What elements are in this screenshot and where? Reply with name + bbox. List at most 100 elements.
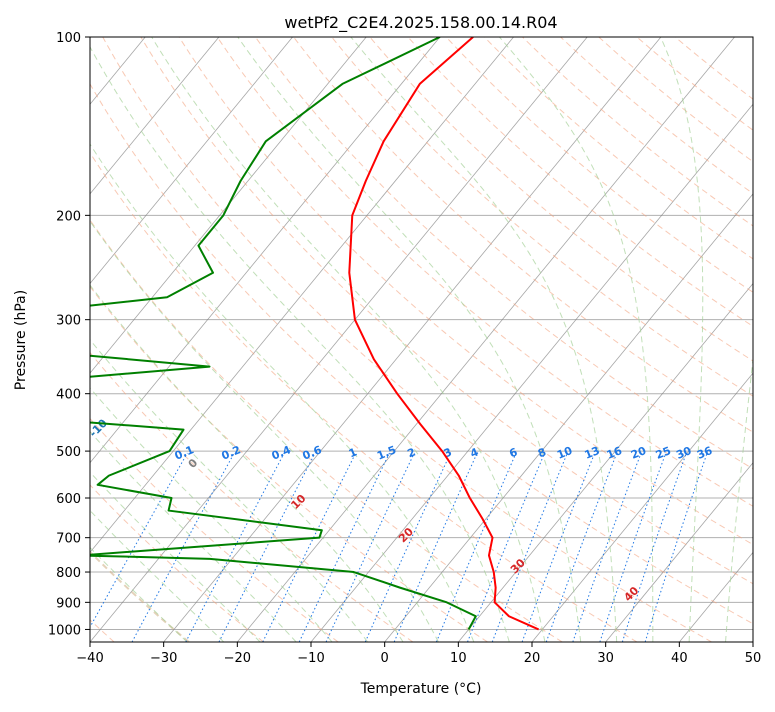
x-tick-label: −40: [76, 651, 103, 666]
moist-adiabat-line: [350, 37, 618, 642]
isotherm-line: [163, 37, 662, 642]
moist-adiabat-line: [90, 143, 475, 642]
x-axis-label: Temperature (°C): [360, 681, 482, 697]
dry-adiabat-line: [483, 37, 753, 260]
y-tick-label: 800: [56, 566, 81, 581]
mixing-ratio-label: 3: [442, 446, 454, 461]
dry-adiabat-line: [102, 37, 753, 625]
x-axis-ticks: −40 −30 −20 −10 0 10 20 30 40 50: [76, 642, 761, 666]
y-tick-label: 500: [56, 445, 81, 460]
dry-adiabat-line: [90, 285, 488, 642]
mixing-ratio-line: [599, 452, 667, 642]
mixing-ratio-label: 2: [405, 445, 417, 460]
x-tick-label: −30: [150, 651, 177, 666]
y-axis-label: Pressure (hPa): [13, 290, 29, 390]
isotherm-line: [90, 37, 293, 285]
isotherm-line: [90, 37, 367, 374]
mixing-ratio-label: 36: [695, 444, 714, 462]
mixing-ratio-line: [491, 452, 568, 642]
y-tick-label: 700: [56, 532, 81, 547]
isotherm-line: [90, 37, 441, 464]
dry-adiabat-line: [331, 37, 753, 397]
y-tick-label: 600: [56, 492, 81, 507]
mixing-ratio-label: 1: [347, 445, 359, 460]
dry-adiabat-line: [293, 37, 753, 433]
mixing-ratio-line: [621, 452, 687, 642]
mixing-ratio-lines: [90, 452, 708, 642]
dry-adiabat-line: [216, 37, 753, 507]
x-tick-label: 50: [745, 651, 762, 666]
plot-area: -100-90-80-70-60-50-40-30-20-10010203040…: [90, 37, 753, 642]
mixing-ratio-label: 16: [605, 444, 624, 462]
isotherm-line: [90, 37, 588, 642]
dry-adiabat-line: [178, 37, 753, 546]
dry-adiabat-line: [90, 219, 563, 642]
isotherm-line: [90, 37, 514, 554]
mixing-ratio-label: 8: [536, 446, 548, 461]
isotherm-line: [458, 282, 753, 642]
dry-adiabat-line: [90, 83, 712, 642]
mixing-ratio-line: [298, 452, 390, 642]
dry-adiabat-line: [369, 37, 753, 362]
dry-adiabat-line: [90, 484, 264, 642]
mixing-ratio-label: 10: [555, 444, 574, 462]
isobar-grid: [90, 37, 753, 630]
moist-adiabat-line: [90, 338, 369, 642]
x-tick-label: −20: [224, 651, 251, 666]
y-tick-label: 100: [56, 31, 81, 46]
moist-adiabats: [90, 37, 753, 642]
y-tick-label: 1000: [48, 623, 81, 638]
isotherm-line: [90, 37, 220, 195]
mixing-ratio-line: [572, 452, 642, 642]
mixing-ratio-line: [218, 452, 316, 642]
dewpoint-profile-line: [90, 37, 477, 630]
dry-adiabat-line: [90, 417, 339, 642]
mixing-ratio-label: 25: [654, 444, 673, 462]
mixing-ratio-line: [364, 452, 452, 642]
moist-adiabat-line: [237, 37, 582, 642]
x-tick-label: 30: [597, 651, 614, 666]
mixing-ratio-label: 30: [674, 444, 693, 462]
moist-adiabat-line: [151, 37, 546, 642]
isotherm-grid: [90, 37, 753, 642]
x-tick-label: 0: [381, 651, 389, 666]
dry-adiabat-line: [445, 37, 753, 293]
mixing-ratio-line: [545, 452, 618, 642]
profile-lines: [90, 37, 540, 631]
moist-adiabat-line: [90, 45, 510, 642]
mixing-ratio-label: 20: [629, 444, 648, 462]
y-tick-label: 300: [56, 314, 81, 329]
isotherm-line: [237, 37, 735, 642]
moist-adiabat-line: [499, 37, 654, 642]
isotherm-line: [531, 372, 753, 642]
mixing-ratio-labels: 0.1 0.2 0.4 0.6 1 1.5 2 3 4 6 8 10 13 16 20 25 30 36: [173, 443, 715, 463]
y-tick-label: 400: [56, 388, 81, 403]
moist-adiabat-line: [660, 37, 704, 642]
plot-frame: [89, 36, 754, 643]
mixing-ratio-line: [325, 452, 415, 642]
mixing-ratio-line: [262, 452, 357, 642]
temperature-profile-line: [348, 37, 540, 631]
dry-adiabat-line: [522, 37, 753, 227]
isotherm-line: [310, 103, 753, 642]
x-tick-label: 10: [450, 651, 467, 666]
mixing-ratio-label: 13: [583, 444, 602, 462]
isotherm-line: [384, 193, 753, 642]
mixing-ratio-line: [644, 452, 708, 642]
dry-adiabat-line: [90, 151, 638, 642]
x-tick-label: 40: [671, 651, 688, 666]
chart-title: wetPf2_C2E4.2025.158.00.14.R04: [284, 13, 557, 33]
x-tick-label: −10: [297, 651, 324, 666]
mixing-ratio-line: [521, 452, 596, 642]
y-axis-ticks: 100 200 300 400 500 600 700 800 900 1000: [48, 31, 90, 638]
y-tick-label: 900: [56, 596, 81, 611]
mixing-ratio-line: [90, 452, 188, 629]
moist-adiabat-line: [90, 387, 333, 642]
y-tick-label: 200: [56, 209, 81, 224]
moist-adiabat-line: [725, 354, 753, 642]
x-tick-label: 20: [524, 651, 541, 666]
isotherm-line: [605, 462, 753, 642]
